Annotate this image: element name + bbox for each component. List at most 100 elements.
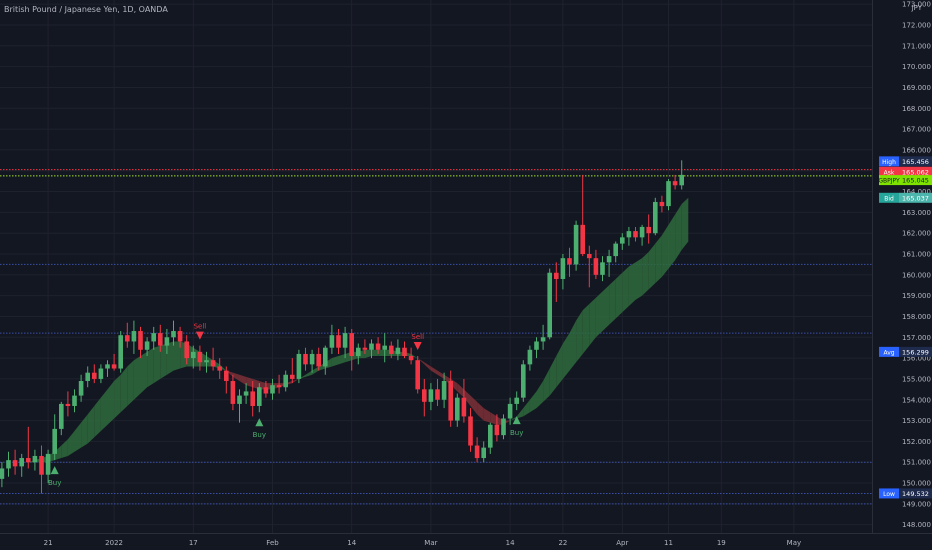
candle-body xyxy=(177,331,183,342)
cloud-segment xyxy=(457,383,464,398)
price-label-value: 165.037 xyxy=(902,194,929,202)
cloud-segment xyxy=(239,374,247,386)
cloud-segment xyxy=(569,320,577,371)
candle-body xyxy=(402,347,407,357)
candle-body xyxy=(316,353,321,367)
candle xyxy=(389,341,394,359)
candle-body xyxy=(521,364,526,398)
cloud-segment xyxy=(292,378,299,384)
candle-body xyxy=(349,333,354,357)
candle xyxy=(639,224,645,246)
cloud-segment xyxy=(562,333,570,379)
cloud-segment xyxy=(305,370,313,377)
cloud-segment xyxy=(246,376,253,388)
candle xyxy=(138,326,143,359)
candle-body xyxy=(540,337,546,342)
candle-body xyxy=(45,453,51,475)
candle-body xyxy=(408,356,414,361)
cloud-segment xyxy=(635,258,643,300)
cloud-segment xyxy=(331,356,339,367)
cloud-segment xyxy=(371,349,379,357)
cloud-segment xyxy=(67,430,75,456)
y-tick-label: 163.000 xyxy=(902,209,931,217)
candle xyxy=(448,370,453,427)
candle xyxy=(455,393,460,427)
cloud-segment xyxy=(582,303,590,354)
price-label: Low 149.532 xyxy=(879,488,932,499)
candle-body xyxy=(415,360,420,390)
candle xyxy=(356,343,361,365)
candle xyxy=(158,324,163,352)
candle xyxy=(316,347,321,371)
cloud-segment xyxy=(61,439,68,459)
candle xyxy=(494,414,500,442)
candle xyxy=(98,364,104,384)
price-label-name: Low xyxy=(883,491,895,498)
x-tick-label: 14 xyxy=(506,539,515,547)
cloud-segment xyxy=(470,395,478,415)
candle xyxy=(395,339,401,361)
candle-body xyxy=(362,347,368,350)
candle-body xyxy=(237,395,242,404)
candle-body xyxy=(309,353,315,365)
candle-body xyxy=(12,460,18,467)
candle xyxy=(290,358,295,384)
cloud-segment xyxy=(430,366,438,375)
candle xyxy=(32,449,38,471)
candle xyxy=(323,345,328,375)
candle-body xyxy=(527,349,533,365)
y-tick-label: 171.000 xyxy=(902,42,931,50)
candle xyxy=(257,383,262,413)
candles xyxy=(0,160,684,494)
candle-body xyxy=(342,333,348,348)
symbol-title[interactable]: British Pound / Japanese Yen, 1D, OANDA xyxy=(4,5,168,14)
candle-body xyxy=(59,403,64,429)
candle-body xyxy=(158,333,163,346)
y-tick-label: 151.000 xyxy=(902,459,931,467)
price-label-name: Bid xyxy=(884,195,894,202)
candle xyxy=(26,426,31,469)
price-label-value-bg xyxy=(899,175,932,186)
cloud-segment xyxy=(615,272,623,319)
candle-body xyxy=(323,347,328,367)
candle-body xyxy=(587,254,592,259)
y-tick-label: 152.000 xyxy=(902,438,931,446)
buy-signal-icon xyxy=(255,418,264,427)
cloud-segment xyxy=(648,243,656,290)
candle xyxy=(468,408,473,452)
candle-body xyxy=(263,387,269,394)
candle xyxy=(217,358,222,379)
cloud-segment xyxy=(127,360,134,406)
cloud-segment xyxy=(609,278,616,325)
cloud-segment xyxy=(595,291,603,338)
y-tick-label: 150.000 xyxy=(902,480,931,488)
currency-label[interactable]: JPY xyxy=(911,4,922,12)
cloud-segment xyxy=(153,345,161,384)
cloud-segment xyxy=(100,389,108,431)
candle-body xyxy=(620,237,625,244)
candle-body xyxy=(131,331,137,342)
x-tick-label: 22 xyxy=(558,539,567,547)
candle xyxy=(270,378,275,400)
y-tick-label: 153.000 xyxy=(902,417,931,425)
candle-body xyxy=(125,335,130,342)
grid xyxy=(0,0,872,533)
candle xyxy=(283,370,288,392)
candle-body xyxy=(573,224,579,265)
buy-signal-icon xyxy=(50,466,59,475)
cloud-segment xyxy=(668,214,676,269)
candle xyxy=(342,326,348,359)
cloud-segment xyxy=(364,349,372,359)
candle-body xyxy=(243,391,249,396)
candle-body xyxy=(613,243,618,257)
x-tick-label: Mar xyxy=(424,539,437,547)
candle xyxy=(210,347,216,371)
candle xyxy=(105,360,110,377)
price-label-value: 165.062 xyxy=(902,168,929,176)
candle-body xyxy=(639,226,645,238)
candle-body xyxy=(474,445,480,459)
candle-body xyxy=(514,397,519,404)
candle-body xyxy=(6,460,11,469)
